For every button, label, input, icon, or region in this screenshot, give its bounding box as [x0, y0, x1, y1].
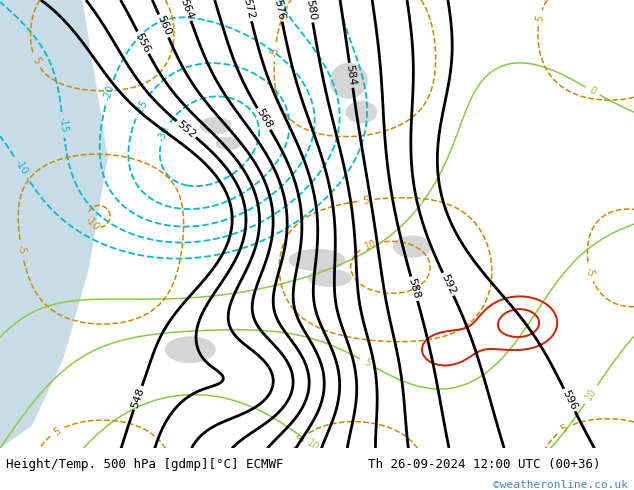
Text: 564: 564	[178, 0, 195, 21]
Text: -5: -5	[16, 244, 27, 255]
Text: -10: -10	[83, 215, 101, 233]
Ellipse shape	[200, 117, 231, 135]
Ellipse shape	[216, 137, 241, 150]
Text: 5: 5	[30, 56, 42, 66]
Text: -5: -5	[584, 266, 596, 278]
Text: 10: 10	[363, 238, 378, 252]
Text: -5: -5	[294, 432, 308, 446]
Text: 596: 596	[560, 389, 579, 412]
Text: -20: -20	[102, 83, 117, 101]
Text: 588: 588	[406, 277, 422, 300]
Ellipse shape	[346, 101, 377, 123]
Text: ©weatheronline.co.uk: ©weatheronline.co.uk	[493, 480, 628, 490]
Text: 572: 572	[241, 0, 256, 21]
Text: Th 26-09-2024 12:00 UTC (00+36): Th 26-09-2024 12:00 UTC (00+36)	[368, 458, 600, 471]
Text: 584: 584	[345, 64, 358, 87]
Text: 576: 576	[273, 0, 287, 21]
Text: 568: 568	[254, 107, 273, 131]
Text: 5: 5	[534, 14, 545, 22]
Text: 548: 548	[130, 386, 146, 410]
Text: -25: -25	[133, 98, 150, 117]
Ellipse shape	[330, 63, 368, 98]
Text: 10: 10	[583, 387, 598, 402]
Text: 560: 560	[155, 14, 172, 38]
Text: 552: 552	[175, 119, 198, 140]
Text: 5: 5	[362, 357, 372, 369]
Text: -15: -15	[57, 116, 69, 133]
Text: 5: 5	[559, 423, 569, 435]
Text: -10: -10	[13, 158, 29, 177]
Ellipse shape	[288, 249, 346, 271]
Text: 0: 0	[588, 85, 598, 97]
Text: Height/Temp. 500 hPa [gdmp][°C] ECMWF: Height/Temp. 500 hPa [gdmp][°C] ECMWF	[6, 458, 284, 471]
Text: -30: -30	[157, 124, 172, 143]
Text: 592: 592	[439, 272, 457, 296]
Text: 5: 5	[51, 426, 62, 438]
Ellipse shape	[165, 336, 216, 363]
Text: 5: 5	[362, 195, 369, 206]
Text: 10: 10	[304, 437, 320, 453]
Text: 580: 580	[304, 0, 318, 22]
Text: 556: 556	[134, 31, 152, 54]
Ellipse shape	[393, 235, 431, 258]
Ellipse shape	[307, 269, 352, 287]
Polygon shape	[0, 0, 108, 448]
Text: -5: -5	[269, 47, 280, 57]
